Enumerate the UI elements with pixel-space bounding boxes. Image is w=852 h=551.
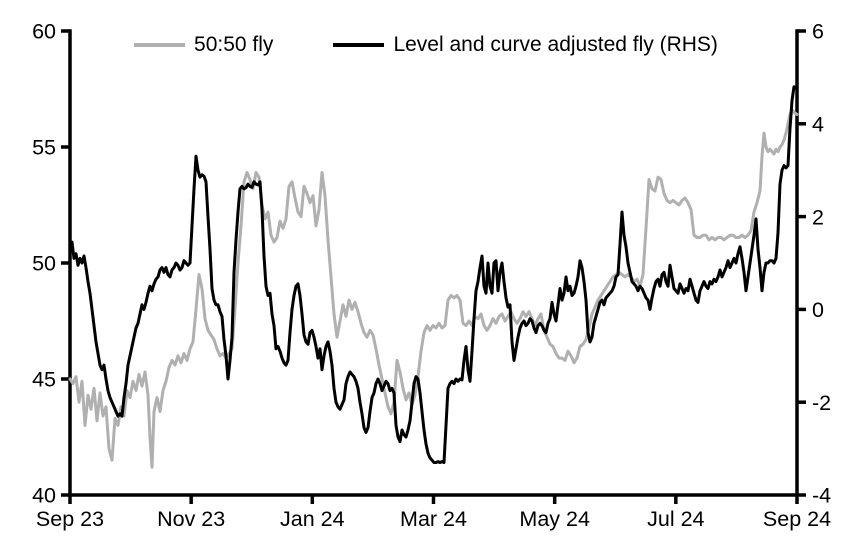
right-axis-tick-label: -4 [812,484,831,508]
left-axis-tick-label: 40 [32,484,56,508]
legend-line-sample-gray [134,42,186,47]
right-axis-tick-label: -2 [812,391,831,415]
x-axis-tick-label: Sep 24 [763,507,831,531]
right-axis-tick-label: 2 [812,205,824,229]
legend-label-5050-fly: 50:50 fly [194,33,274,56]
x-axis-tick-label: May 24 [519,507,590,531]
x-axis-tick-label: Sep 23 [36,507,104,531]
x-axis-tick-label: Jul 24 [647,507,704,531]
left-axis-tick-label: 45 [32,368,56,392]
chart-legend: 50:50 fly Level and curve adjusted fly (… [0,33,852,56]
legend-item-5050-fly: 50:50 fly [134,33,273,56]
legend-item-adjusted-fly: Level and curve adjusted fly (RHS) [333,33,718,56]
left-axis-tick-label: 55 [32,136,56,160]
x-axis-tick-label: Mar 24 [400,507,467,531]
right-axis-tick-label: 0 [812,298,824,322]
series-line-gray-5050-fly [68,108,799,469]
right-axis-tick-label: 4 [812,113,824,137]
x-axis-tick-label: Nov 23 [157,507,225,531]
x-axis-tick-label: Jan 24 [280,507,345,531]
right-axis-tick-label: 6 [812,20,824,44]
left-axis-tick-label: 60 [32,20,56,44]
legend-label-adjusted-fly: Level and curve adjusted fly (RHS) [393,33,718,56]
legend-line-sample-black [333,42,385,47]
left-axis-tick-label: 50 [32,252,56,276]
series-line-black-adjusted-fly [68,85,799,464]
